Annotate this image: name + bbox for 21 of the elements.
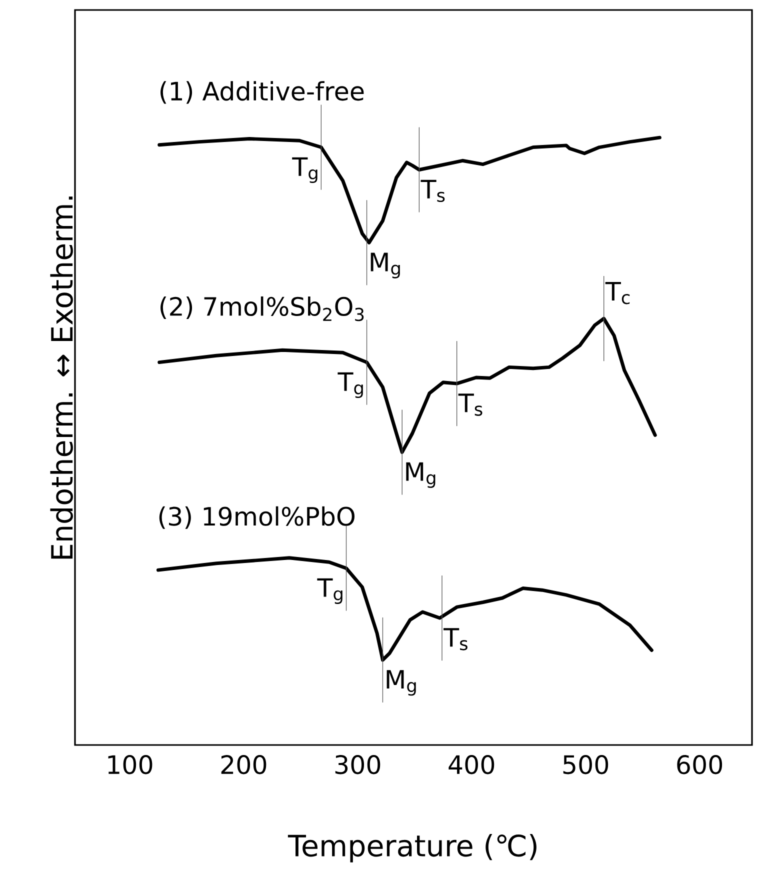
annotation: T$_{s}$ <box>420 180 445 202</box>
annotation: T$_{g}$ <box>292 157 318 183</box>
annotation: T$_{g}$ <box>338 372 363 398</box>
x-tick-label: 100 <box>108 755 152 774</box>
series-label: (1) Additive-free <box>160 81 364 104</box>
x-axis-title: Temperature (℃) <box>288 834 536 862</box>
x-tick-label: 600 <box>677 755 722 774</box>
annotation: M$_{g}$ <box>386 670 416 696</box>
annotation: T$_{s}$ <box>458 394 482 416</box>
x-tick-label: 300 <box>335 755 380 774</box>
annotation: T$_{s}$ <box>444 628 468 650</box>
series-label: (3) 19mol%PbO <box>159 506 354 529</box>
y-axis-title: Endotherm. ↔ Exotherm. <box>50 196 73 559</box>
x-tick-label: 500 <box>563 755 608 774</box>
x-tick-label: 200 <box>221 755 266 774</box>
x-tick-label: 400 <box>448 755 494 774</box>
annotation: T$_{g}$ <box>317 578 342 604</box>
series-label: (2) 7mol%Sb$_{2}$O$_{3}$ <box>160 296 364 322</box>
annotation: T$_{c}$ <box>605 282 630 304</box>
annotation: M$_{g}$ <box>370 252 400 278</box>
annotation: M$_{g}$ <box>406 462 436 488</box>
